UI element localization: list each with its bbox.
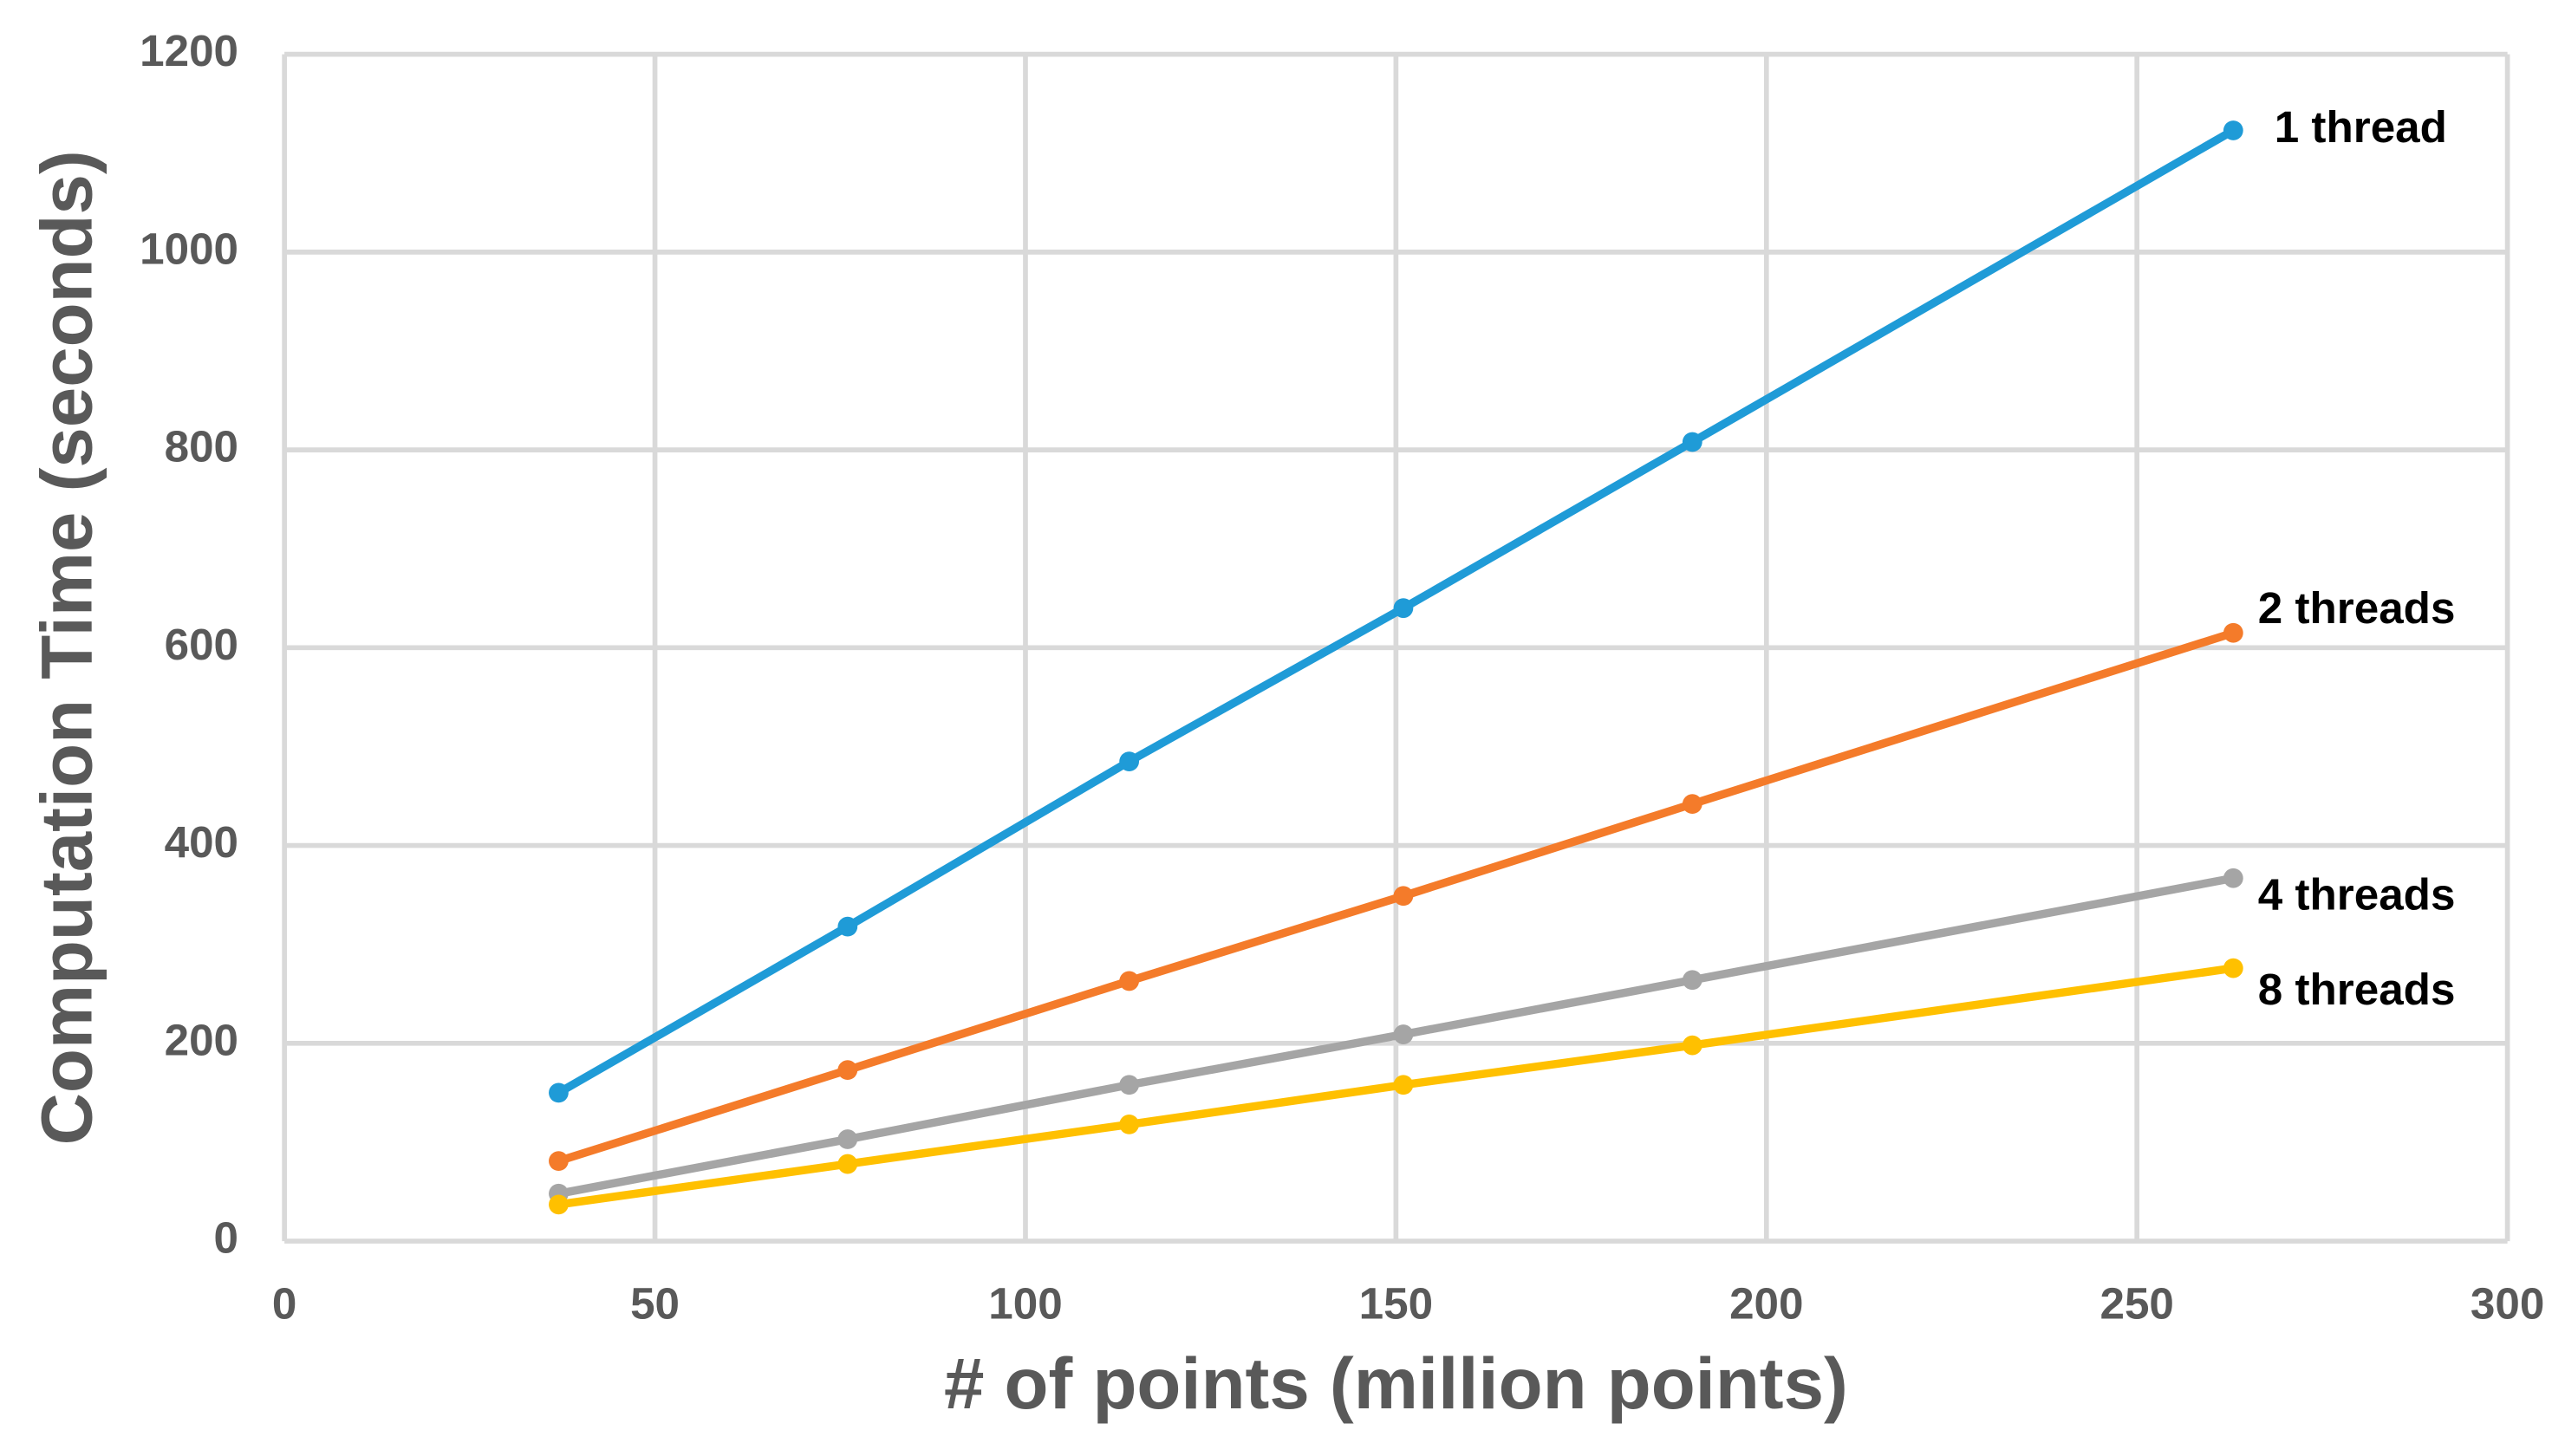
- data-point: [549, 1082, 569, 1103]
- y-tick-label: 200: [165, 1015, 238, 1064]
- data-point: [1393, 1024, 1414, 1044]
- data-point: [1119, 751, 1140, 771]
- x-tick-label: 150: [1359, 1278, 1433, 1328]
- y-tick-label: 0: [214, 1213, 238, 1263]
- data-point: [1682, 1035, 1702, 1056]
- data-point: [1393, 598, 1414, 619]
- data-point: [1119, 971, 1140, 991]
- y-tick-label: 600: [165, 620, 238, 669]
- data-point: [1682, 970, 1702, 991]
- x-tick-label: 100: [988, 1278, 1062, 1328]
- data-point: [549, 1194, 569, 1215]
- x-tick-label: 250: [2100, 1278, 2173, 1328]
- data-point: [2223, 120, 2243, 140]
- series-label: 1 thread: [2275, 102, 2447, 152]
- data-point: [837, 1154, 858, 1174]
- x-tick-label: 200: [1729, 1278, 1803, 1328]
- series-line: [557, 127, 2236, 1097]
- y-tick-label: 400: [165, 817, 238, 867]
- data-point: [1682, 794, 1702, 815]
- data-point: [1393, 886, 1414, 907]
- data-point: [2223, 622, 2243, 643]
- data-point: [1682, 432, 1702, 452]
- y-tick-label: 800: [165, 422, 238, 471]
- series-label: 8 threads: [2258, 965, 2456, 1014]
- series-label: 4 threads: [2258, 870, 2456, 920]
- data-point: [1119, 1115, 1140, 1134]
- data-point: [549, 1151, 569, 1172]
- y-tick-label: 1000: [140, 224, 238, 273]
- x-tick-label: 300: [2471, 1278, 2544, 1328]
- data-point: [1119, 1075, 1140, 1095]
- series-line: [557, 874, 2235, 1198]
- x-axis-title: # of points (million points): [944, 1342, 1848, 1424]
- x-tick-label: 0: [272, 1278, 296, 1328]
- data-point: [2223, 868, 2243, 888]
- y-axis-title: Computation Time (seconds): [26, 150, 107, 1145]
- y-tick-label: 1200: [140, 26, 238, 75]
- data-point: [837, 1060, 858, 1081]
- data-point: [2223, 958, 2243, 978]
- data-point: [837, 916, 858, 937]
- data-point: [837, 1129, 858, 1149]
- series-line: [557, 964, 2234, 1209]
- x-tick-label: 50: [630, 1278, 680, 1328]
- series-label: 2 threads: [2258, 583, 2456, 633]
- series-line: [557, 628, 2235, 1166]
- data-point: [1393, 1075, 1414, 1095]
